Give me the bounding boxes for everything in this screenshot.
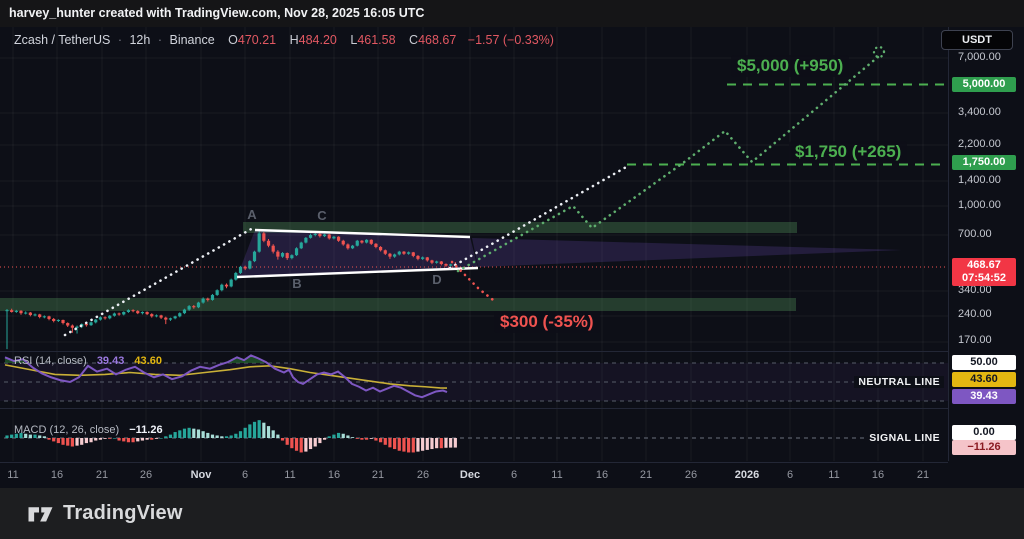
macd-legend[interactable]: MACD (12, 26, close) −11.26 xyxy=(14,424,163,436)
time-tick: 16 xyxy=(50,469,64,481)
rsi-label: RSI (14, close) xyxy=(14,355,87,367)
demand-zone xyxy=(0,298,796,311)
time-tick: 11 xyxy=(7,469,19,481)
attribution-bar: harvey_hunter created with TradingView.c… xyxy=(0,0,1024,27)
target-1750-label[interactable]: $1,750 (+265) xyxy=(789,141,908,163)
wave-label-c: C xyxy=(317,208,327,223)
time-tick: 26 xyxy=(416,469,430,481)
wave-label-b: B xyxy=(292,276,301,291)
legend-separator: · xyxy=(157,33,162,47)
symbol-name[interactable]: Zcash / TetherUS xyxy=(14,33,111,47)
rsi-line xyxy=(4,354,448,399)
price-tick: 240.00 xyxy=(958,308,992,320)
interval-label[interactable]: 12h xyxy=(129,33,151,47)
low-label: L xyxy=(350,33,358,47)
rsi-legend[interactable]: RSI (14, close) 39.43 43.60 xyxy=(14,355,162,367)
wave-label-a: A xyxy=(247,207,257,222)
time-tick: 2026 xyxy=(734,469,760,481)
time-tick: Nov xyxy=(190,469,212,481)
candlestick-series xyxy=(5,229,457,350)
rsi-overbought-fill xyxy=(5,357,29,363)
target-5000-label[interactable]: $5,000 (+950) xyxy=(731,55,850,77)
symbol-legend[interactable]: Zcash / TetherUS · 12h · Binance O470.21… xyxy=(14,33,554,47)
rsi-value-badge: 39.43 xyxy=(952,389,1016,404)
time-tick: 11 xyxy=(284,469,296,481)
time-tick: 26 xyxy=(684,469,698,481)
wedge-trendline xyxy=(254,228,471,239)
price-tick: 7,000.00 xyxy=(958,51,1001,63)
price-axis[interactable]: 7,000.00 3,400.00 2,200.00 1,400.00 1,000.00… xyxy=(948,27,1024,461)
wedge-fill xyxy=(237,230,478,277)
price-tick: 340.00 xyxy=(958,284,992,296)
exchange-label: Binance xyxy=(169,33,215,47)
neutral-line-label: NEUTRAL LINE xyxy=(854,376,944,388)
attribution-text: harvey_hunter created with TradingView.c… xyxy=(9,6,425,20)
low-value: 461.58 xyxy=(357,33,396,47)
bear-scenario-path xyxy=(450,260,499,305)
rsi-ma-value: 43.60 xyxy=(134,355,162,367)
time-tick: 21 xyxy=(916,469,930,481)
time-tick: 11 xyxy=(551,469,563,481)
price-tick: 170.00 xyxy=(958,334,992,346)
time-tick: 6 xyxy=(510,469,518,481)
open-label: O xyxy=(228,33,238,47)
high-label: H xyxy=(289,33,299,47)
time-tick: 21 xyxy=(371,469,385,481)
target-1750-badge: 1,750.00 xyxy=(952,155,1016,170)
rsi-ma-badge: 43.60 xyxy=(952,372,1016,387)
rsi-ma-line xyxy=(4,364,448,389)
time-tick: 21 xyxy=(639,469,653,481)
macd-label: MACD (12, 26, close) xyxy=(14,424,120,436)
price-tick: 700.00 xyxy=(958,228,992,240)
target-300-label[interactable]: $300 (-35%) xyxy=(494,311,600,333)
current-price-badge: 468.67 07:54:52 xyxy=(952,258,1016,286)
bull-path-tip xyxy=(872,45,886,59)
tradingview-logo-icon[interactable] xyxy=(27,502,54,526)
close-label: C xyxy=(409,33,419,47)
time-tick: 16 xyxy=(327,469,341,481)
signal-line-label: SIGNAL LINE xyxy=(865,432,944,444)
price-tick: 2,200.00 xyxy=(958,138,1001,150)
currency-toggle-button[interactable]: USDT xyxy=(941,30,1013,50)
time-tick: Dec xyxy=(459,469,481,481)
macd-value-badge: −11.26 xyxy=(952,440,1016,455)
time-tick: 26 xyxy=(139,469,153,481)
footer-bar: TradingView xyxy=(0,488,1024,539)
wave-label-d: D xyxy=(432,272,441,287)
macd-value: −11.26 xyxy=(129,424,163,436)
time-tick: 11 xyxy=(828,469,840,481)
open-value: 470.21 xyxy=(237,33,277,47)
time-tick: 21 xyxy=(95,469,109,481)
legend-separator: · xyxy=(117,33,122,47)
bull-scenario-path xyxy=(456,55,880,273)
high-value: 484.20 xyxy=(298,33,337,47)
rsi-value: 39.43 xyxy=(96,355,125,367)
change-value: −1.57 (−0.33%) xyxy=(467,33,554,47)
time-axis[interactable]: 11 16 21 26 Nov 6 11 16 21 26 Dec 6 11 16 21 26 2026 6 11 1… xyxy=(0,462,948,489)
time-tick: 6 xyxy=(786,469,794,481)
price-tick: 1,400.00 xyxy=(958,174,1001,186)
price-tick: 1,000.00 xyxy=(958,199,1001,211)
rsi-50-badge: 50.00 xyxy=(952,355,1016,370)
time-tick: 16 xyxy=(871,469,885,481)
close-value: 468.67 xyxy=(418,33,457,47)
target-5000-badge: 5,000.00 xyxy=(952,77,1016,92)
breakout-dotted-line xyxy=(448,164,630,270)
price-tick: 3,400.00 xyxy=(958,106,1001,118)
wedge-trendline xyxy=(236,266,479,279)
supply-zone xyxy=(243,222,797,233)
macd-histogram xyxy=(5,420,457,453)
time-tick: 16 xyxy=(595,469,609,481)
wedge-projection-fill xyxy=(472,238,902,267)
uptrend-dotted-line xyxy=(63,226,255,337)
macd-zero-badge: 0.00 xyxy=(952,425,1016,440)
tradingview-logo-text[interactable]: TradingView xyxy=(63,502,183,524)
time-tick: 6 xyxy=(241,469,249,481)
